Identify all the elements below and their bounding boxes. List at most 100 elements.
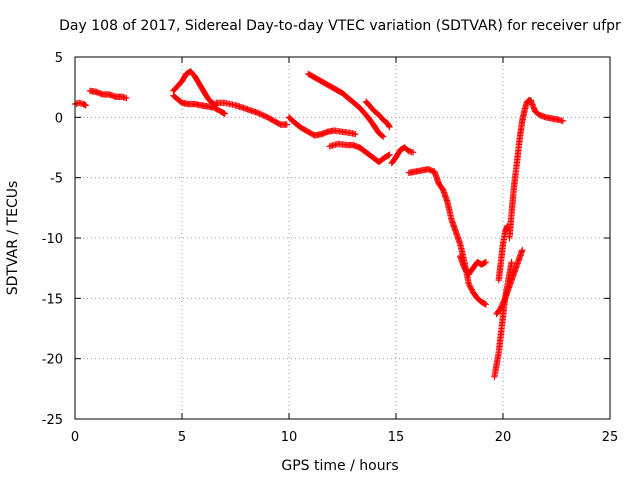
data-point	[446, 201, 449, 203]
data-point	[433, 170, 436, 173]
data-point	[333, 129, 335, 132]
data-point	[125, 97, 128, 99]
series-arc09	[326, 140, 393, 166]
x-axis-label: GPS time / hours	[281, 458, 398, 474]
data-point	[485, 261, 487, 263]
data-point	[78, 102, 81, 104]
data-point	[354, 133, 357, 136]
data-point	[224, 112, 226, 115]
data-point	[517, 261, 519, 263]
y-tick-label: -5	[50, 172, 63, 187]
data-point	[328, 145, 331, 148]
x-tick-label: 10	[281, 430, 298, 445]
data-point	[378, 132, 380, 134]
data-point	[365, 114, 367, 116]
data-point	[82, 103, 85, 105]
data-point	[194, 75, 196, 78]
data-point	[333, 87, 335, 90]
data-point	[504, 297, 506, 300]
data-point	[215, 102, 218, 104]
series-markers	[326, 140, 393, 166]
data-point	[545, 116, 547, 119]
data-point	[399, 149, 402, 151]
data-point	[534, 110, 536, 113]
grid	[75, 57, 610, 419]
data-point	[326, 131, 329, 133]
data-point	[525, 102, 528, 104]
plot-frame	[74, 56, 611, 420]
data-point	[412, 151, 414, 154]
data-point	[350, 99, 352, 102]
data-point	[198, 82, 200, 85]
data-point	[200, 104, 203, 107]
data-point	[530, 99, 532, 102]
series-arc11	[405, 166, 490, 308]
data-point	[307, 131, 310, 133]
data-point	[301, 127, 303, 129]
data-point	[557, 118, 560, 121]
x-tick-label: 25	[602, 430, 619, 445]
data-point	[350, 132, 352, 134]
data-point	[337, 143, 340, 145]
data-point	[84, 104, 87, 107]
data-point	[523, 110, 526, 113]
data-point	[508, 285, 511, 288]
data-point	[185, 73, 188, 75]
data-point	[279, 123, 282, 126]
data-point	[414, 170, 417, 173]
data-point	[121, 96, 123, 98]
data-point	[395, 156, 397, 158]
data-point	[390, 162, 393, 164]
series-markers	[506, 97, 535, 242]
data-point	[219, 110, 222, 113]
data-point	[234, 104, 237, 107]
data-point	[320, 133, 322, 136]
series-arc01	[71, 99, 89, 109]
data-point	[187, 103, 190, 105]
data-point	[213, 106, 215, 109]
series-markers	[527, 97, 567, 125]
data-point	[307, 73, 310, 75]
data-point	[508, 273, 511, 276]
data-point	[288, 116, 290, 119]
data-point	[497, 351, 500, 354]
data-point	[512, 188, 515, 191]
data-point	[472, 267, 474, 269]
data-point	[500, 333, 502, 336]
y-tick-label: 0	[55, 111, 63, 126]
data-point	[438, 182, 440, 185]
data-point	[206, 97, 209, 99]
series-arc07	[305, 70, 387, 140]
data-point	[472, 291, 474, 294]
data-point	[510, 213, 513, 215]
series-markers	[457, 252, 490, 278]
data-point	[176, 98, 179, 101]
data-point	[365, 100, 367, 103]
series-arc04	[170, 92, 228, 117]
y-tick-label: -20	[42, 353, 63, 368]
data-point	[521, 249, 524, 251]
data-point	[294, 122, 297, 125]
data-point	[341, 131, 344, 133]
data-point	[172, 94, 175, 97]
data-point	[114, 96, 117, 98]
data-point	[313, 134, 316, 137]
data-point	[517, 152, 519, 155]
data-point	[352, 144, 355, 146]
data-point	[324, 82, 327, 85]
series-arc14	[493, 246, 526, 318]
data-point	[206, 105, 209, 108]
data-point	[369, 105, 372, 108]
data-point	[500, 261, 502, 263]
data-point	[497, 279, 500, 282]
data-point	[408, 172, 410, 174]
data-point	[551, 117, 554, 120]
data-point	[371, 122, 374, 125]
series-markers	[388, 144, 417, 167]
data-point	[420, 169, 423, 172]
data-point	[502, 315, 504, 318]
data-point	[467, 283, 470, 285]
data-point	[388, 153, 391, 156]
x-tick-label: 5	[178, 430, 186, 445]
